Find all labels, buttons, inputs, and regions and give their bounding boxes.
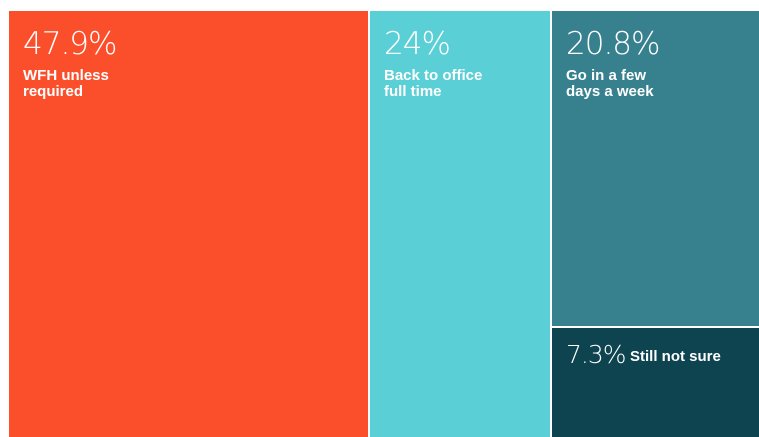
tile-label: Still not sure <box>630 348 721 365</box>
tile-label: Go in a few days a week <box>566 67 654 100</box>
tile-go-in-few-days: 20.8% Go in a few days a week <box>552 11 759 326</box>
treemap-chart: 47.9% WFH unless required 24% Back to of… <box>9 11 759 437</box>
tile-still-not-sure: 7.3% Still not sure <box>552 328 759 437</box>
tile-label: WFH unless required <box>23 67 109 100</box>
tile-value: 47.9% <box>23 26 117 62</box>
tile-back-to-office: 24% Back to office full time <box>370 11 550 437</box>
tile-value: 20.8% <box>566 26 660 62</box>
tile-value: 24% <box>384 26 451 62</box>
tile-value: 7.3% <box>566 340 627 369</box>
tile-wfh-unless-required: 47.9% WFH unless required <box>9 11 368 437</box>
tile-label: Back to office full time <box>384 67 483 100</box>
